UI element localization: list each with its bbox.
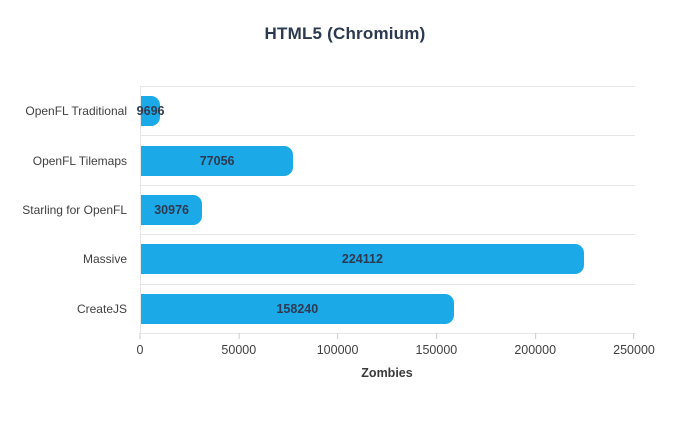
tick-label: 200000 <box>514 343 557 357</box>
category-label: Starling for OpenFL <box>22 203 127 218</box>
category-label: OpenFL Tilemaps <box>32 153 127 168</box>
bar-row: OpenFL Tilemaps 77056 <box>33 136 635 186</box>
bar-value-label: 77056 <box>199 153 235 168</box>
bar-row: Massive 224112 <box>83 235 635 285</box>
tick-mark <box>238 333 240 339</box>
category-label: Massive <box>82 252 127 267</box>
x-axis-tick: 0 <box>136 333 144 357</box>
tick-mark <box>435 333 437 339</box>
bar-row: OpenFL Traditional 9696 <box>25 87 635 137</box>
bar-row: CreateJS 158240 <box>77 285 635 335</box>
tick-mark <box>139 333 141 339</box>
plot-area: OpenFL Traditional 9696 OpenFL Tilemaps 770… <box>22 86 635 335</box>
bar-value-label: 224112 <box>341 252 383 267</box>
tick-label: 100000 <box>316 343 359 357</box>
x-axis-tick: 150000 <box>415 333 458 357</box>
tick-label: 0 <box>136 343 144 357</box>
tick-label: 250000 <box>613 343 655 357</box>
tick-mark <box>534 333 536 339</box>
tick-label: 50000 <box>221 343 257 357</box>
x-axis-tick: 100000 <box>316 333 359 357</box>
bar-value-label: 30976 <box>154 203 189 218</box>
x-axis: 0 50000 100000 150000 200000 250000 <box>136 333 655 365</box>
bar: 77056 <box>141 145 294 176</box>
x-axis-title: Zombies <box>361 366 413 380</box>
bar: 9696 <box>137 96 164 127</box>
tick-mark <box>633 333 635 339</box>
x-axis-tick: 200000 <box>514 333 556 357</box>
x-axis-tick: 250000 <box>613 333 655 357</box>
bar-value-label: 158240 <box>276 301 319 316</box>
chart-title: HTML5 (Chromium) <box>264 24 426 43</box>
bar-value-label: 9696 <box>136 104 165 119</box>
bar-row: Starling for OpenFL 30976 <box>22 186 635 236</box>
bar: 158240 <box>141 293 454 324</box>
tick-mark <box>337 333 339 339</box>
bar: 30976 <box>141 195 203 226</box>
bar: 224112 <box>141 244 584 275</box>
category-label: CreateJS <box>76 301 127 316</box>
category-label: OpenFL Traditional <box>25 104 127 119</box>
x-axis-tick: 50000 <box>221 333 256 357</box>
tick-label: 150000 <box>415 343 458 357</box>
